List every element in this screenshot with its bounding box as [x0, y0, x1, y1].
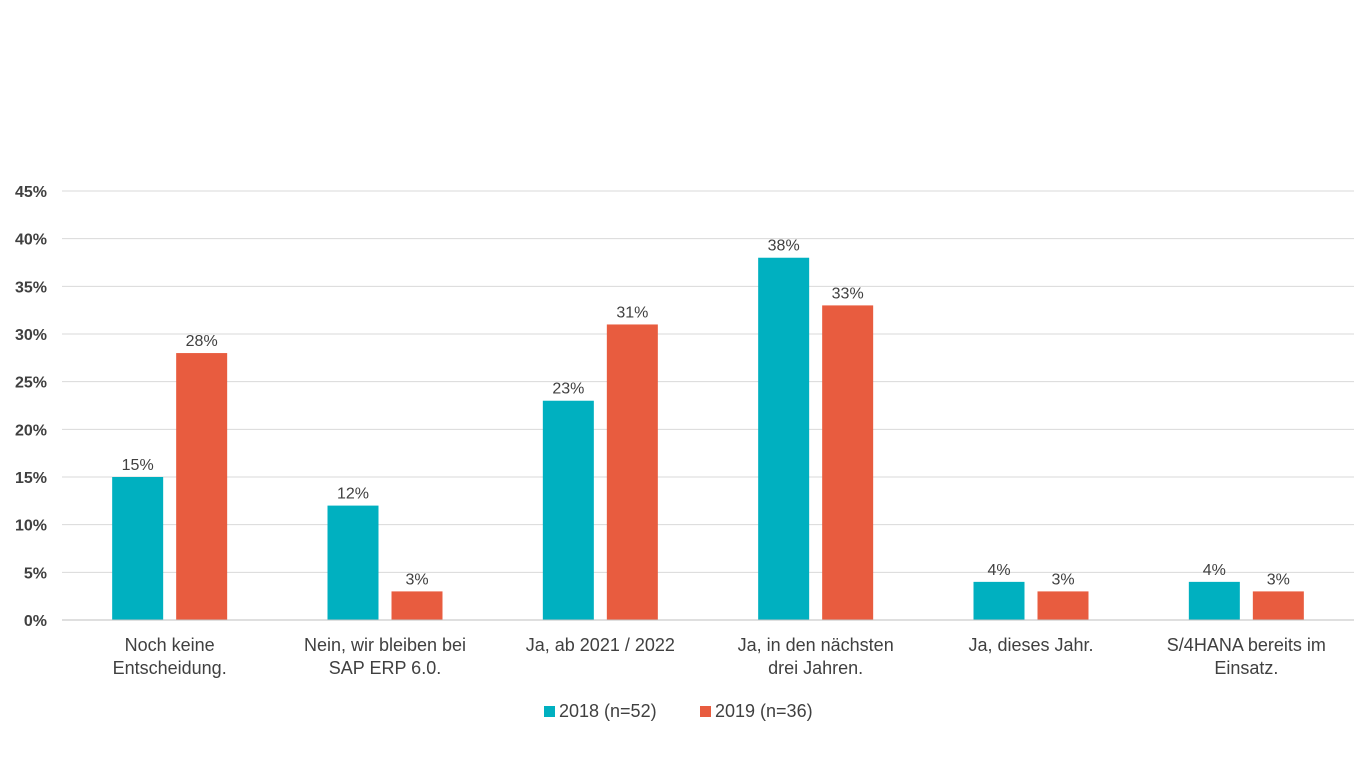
data-label: 12% — [337, 486, 369, 503]
bars — [112, 257, 1304, 620]
bar-2019 — [176, 353, 228, 620]
data-label: 31% — [616, 304, 648, 321]
data-label: 4% — [987, 562, 1010, 579]
category-label: drei Jahren. — [768, 658, 863, 678]
y-tick-label: 15% — [15, 470, 47, 487]
bar-2019 — [1037, 591, 1089, 620]
bar-2018 — [542, 400, 594, 620]
bar-2018 — [112, 477, 164, 620]
y-tick-label: 25% — [15, 375, 47, 392]
legend-label: 2019 (n=36) — [715, 701, 813, 721]
data-labels: 15% 28% 12% 3% 23% 31% 38% 33% 4% 3% 4% 3% — [122, 238, 1290, 589]
legend: 2018 (n=52) 2019 (n=36) — [544, 701, 813, 721]
category-label: SAP ERP 6.0. — [329, 658, 441, 678]
data-label: 4% — [1203, 562, 1226, 579]
bar-2018 — [1188, 581, 1240, 620]
y-tick-label: 20% — [15, 422, 47, 439]
data-label: 15% — [122, 457, 154, 474]
data-label: 3% — [405, 571, 428, 588]
y-tick-label: 5% — [24, 565, 47, 582]
data-label: 3% — [1051, 571, 1074, 588]
legend-swatch — [700, 706, 711, 717]
bar-2019 — [1252, 591, 1304, 620]
category-label: Ja, dieses Jahr. — [968, 635, 1093, 655]
y-axis-ticks: 0% 5% 10% 15% 20% 25% 30% 35% 40% 45% — [15, 184, 47, 630]
y-tick-label: 45% — [15, 184, 47, 201]
legend-swatch — [544, 706, 555, 717]
bar-2018 — [327, 505, 379, 620]
gridlines — [62, 190, 1354, 573]
category-label: Entscheidung. — [113, 658, 227, 678]
category-label: Einsatz. — [1214, 658, 1278, 678]
y-tick-label: 30% — [15, 327, 47, 344]
category-label: Ja, ab 2021 / 2022 — [526, 635, 675, 655]
data-label: 33% — [832, 285, 864, 302]
y-tick-label: 35% — [15, 279, 47, 296]
category-label: Ja, in den nächsten — [738, 635, 894, 655]
category-label: S/4HANA bereits im — [1167, 635, 1326, 655]
data-label: 23% — [552, 381, 584, 398]
data-label: 38% — [768, 238, 800, 255]
bar-2019 — [606, 324, 658, 620]
data-label: 3% — [1267, 571, 1290, 588]
bar-2019 — [822, 305, 874, 620]
y-tick-label: 40% — [15, 232, 47, 249]
y-tick-label: 0% — [24, 613, 47, 630]
legend-label: 2018 (n=52) — [559, 701, 657, 721]
y-tick-label: 10% — [15, 518, 47, 535]
bar-2019 — [391, 591, 443, 620]
x-axis-categories: Noch keine Entscheidung. Nein, wir bleiben… — [113, 635, 1326, 678]
category-label: Noch keine — [125, 635, 215, 655]
bar-2018 — [973, 581, 1025, 620]
data-label: 28% — [186, 333, 218, 350]
bar-2018 — [758, 257, 810, 620]
category-label: Nein, wir bleiben bei — [304, 635, 466, 655]
